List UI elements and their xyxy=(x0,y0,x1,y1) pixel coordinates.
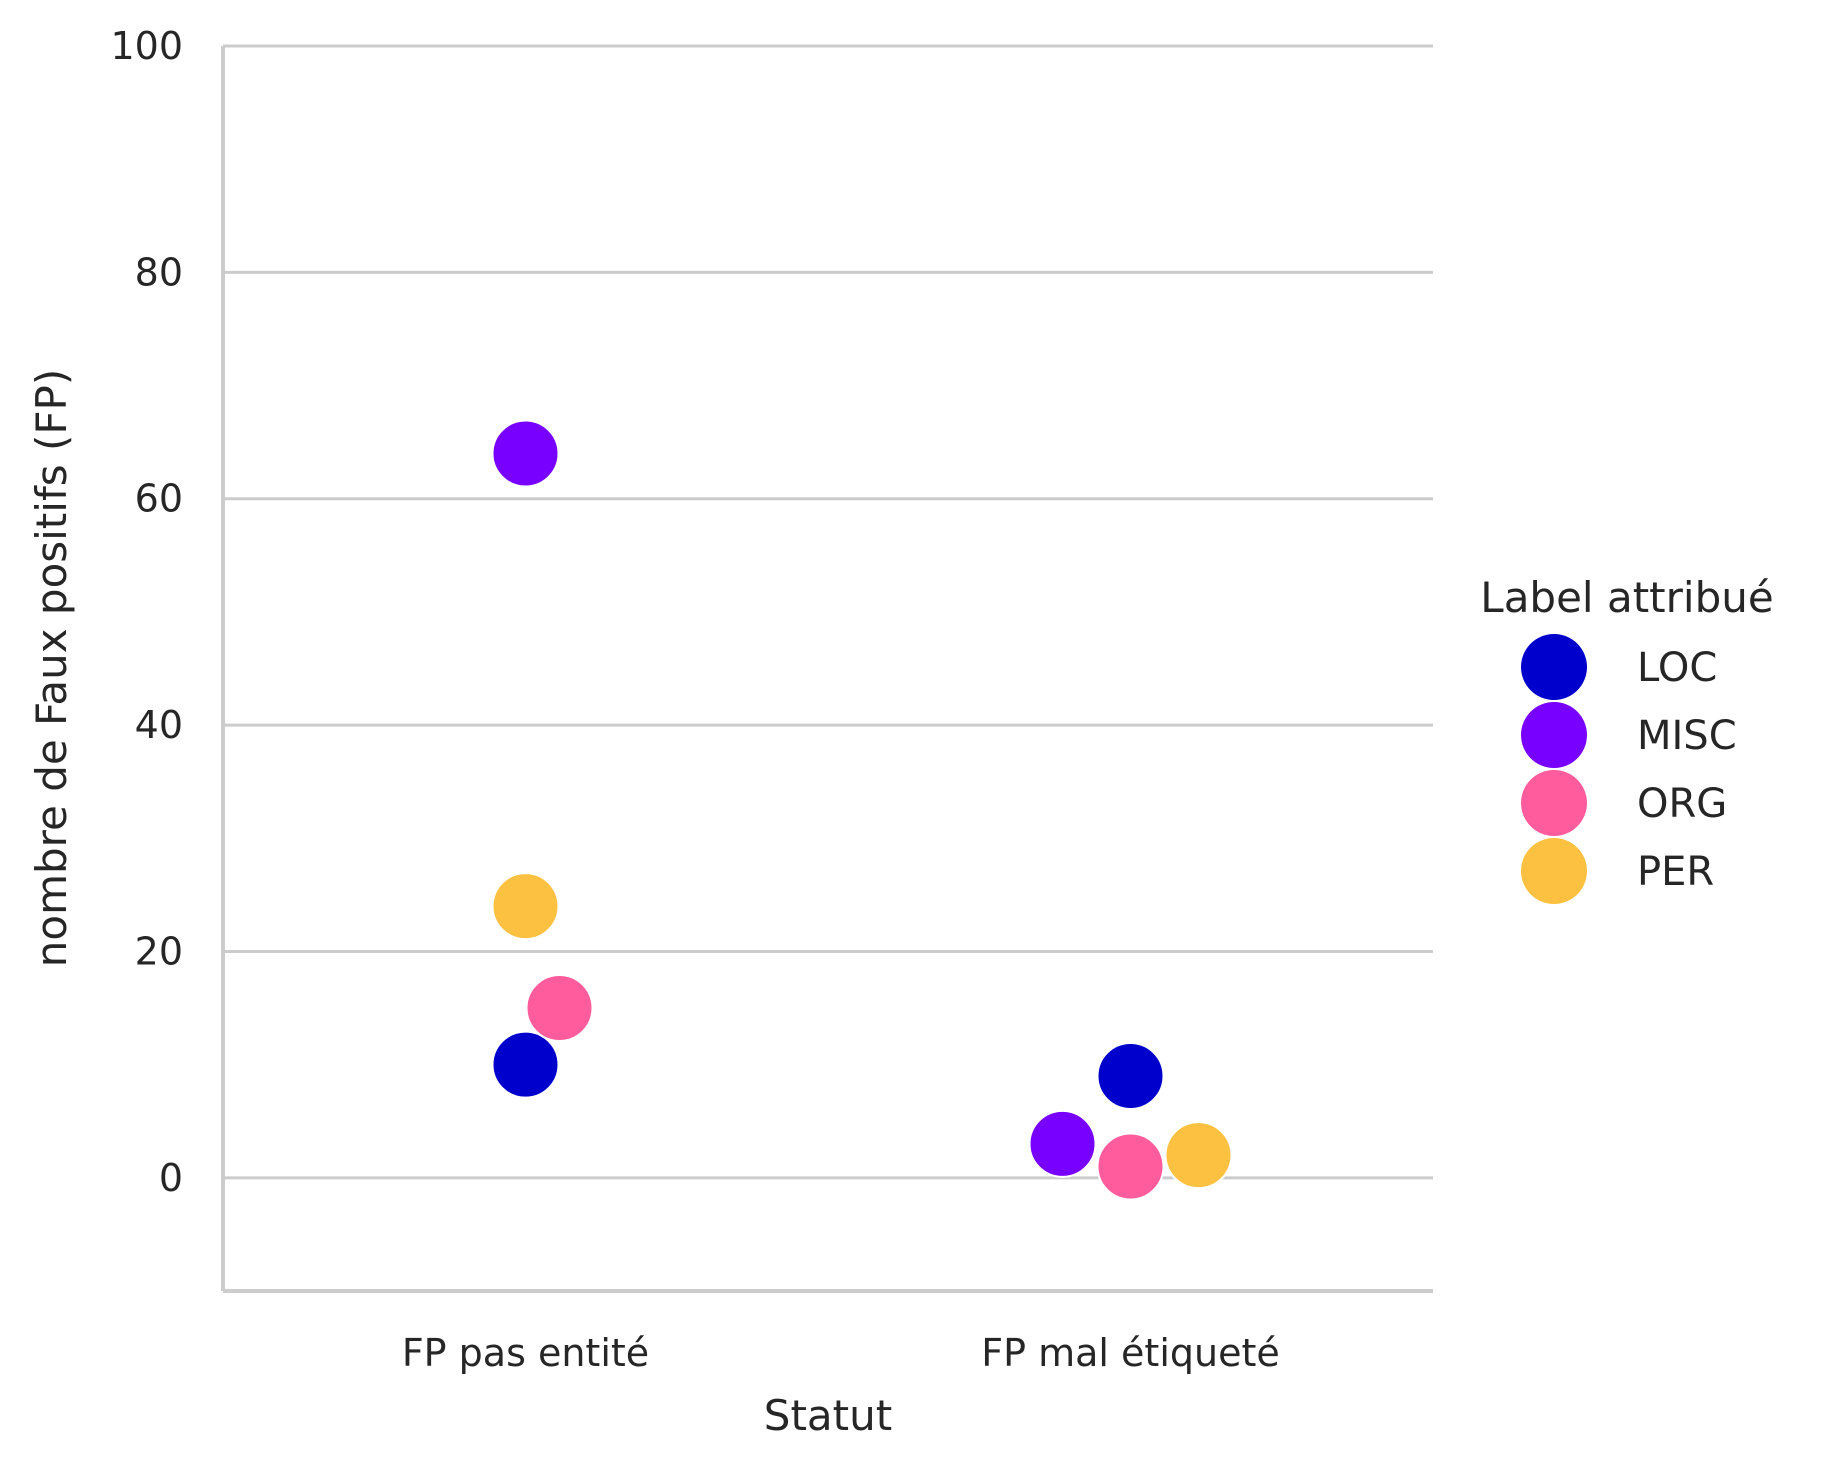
point-misc xyxy=(491,419,560,488)
x-tick-labels: FP pas entité FP mal étiqueté xyxy=(402,1331,1280,1375)
point-per xyxy=(491,872,560,941)
x-tick-label: FP mal étiqueté xyxy=(981,1331,1280,1375)
legend-label: PER xyxy=(1637,849,1714,895)
point-misc xyxy=(1028,1109,1097,1178)
legend-title: Label attribué xyxy=(1480,573,1773,622)
point-org xyxy=(525,974,594,1043)
legend-label: LOC xyxy=(1637,645,1717,691)
legend-marker-misc xyxy=(1521,702,1587,768)
y-tick-labels: 0 20 40 60 80 100 xyxy=(110,24,183,1200)
legend-items: LOC MISC ORG PER xyxy=(1521,634,1737,904)
data-points xyxy=(491,419,1233,1201)
x-axis-title: Statut xyxy=(764,1391,892,1440)
legend-marker-org xyxy=(1521,770,1587,836)
point-org xyxy=(1096,1132,1165,1201)
point-loc xyxy=(1096,1041,1165,1110)
y-tick-label: 40 xyxy=(135,703,183,747)
x-tick-label: FP pas entité xyxy=(402,1331,649,1375)
legend-marker-loc xyxy=(1521,634,1587,700)
point-loc xyxy=(491,1030,560,1099)
y-tick-label: 80 xyxy=(135,250,183,294)
axes xyxy=(221,46,1433,1293)
y-axis-title: nombre de Faux positifs (FP) xyxy=(27,369,76,967)
y-tick-label: 60 xyxy=(135,477,183,521)
y-tick-label: 100 xyxy=(110,24,183,68)
legend-marker-per xyxy=(1521,838,1587,904)
y-tick-label: 0 xyxy=(159,1156,183,1200)
legend-label: ORG xyxy=(1637,781,1727,827)
point-per xyxy=(1164,1121,1233,1190)
y-tick-label: 20 xyxy=(135,929,183,973)
gridlines xyxy=(223,44,1433,1180)
legend: Label attribué LOC MISC ORG PER xyxy=(1480,573,1774,904)
legend-label: MISC xyxy=(1637,713,1737,759)
